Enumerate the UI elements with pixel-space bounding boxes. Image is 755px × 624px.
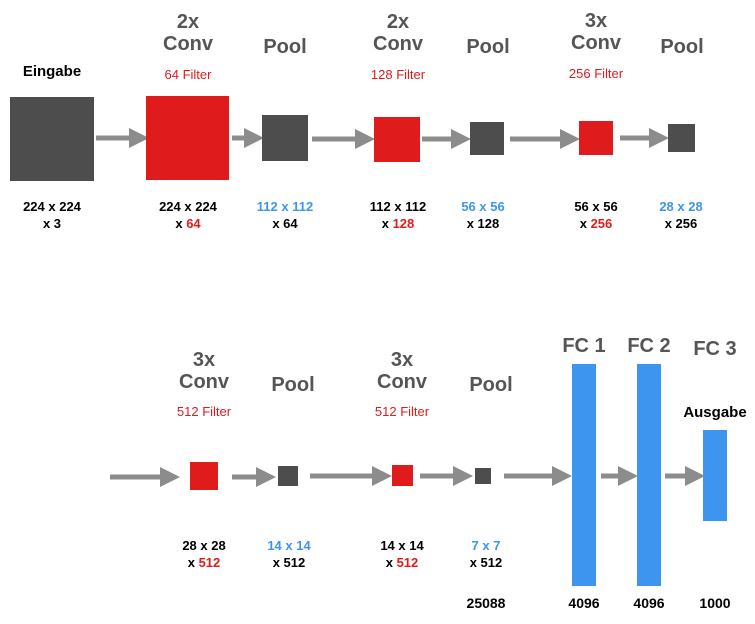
pool4-title: Pool (271, 374, 315, 396)
pool4-dims: 14 x 14 x 512 (267, 538, 311, 570)
pool3-dims: 28 x 28 x 256 (659, 199, 703, 231)
conv2-dims: 112 x 112 x 128 (369, 199, 427, 231)
conv5-filter: 512 Filter (374, 404, 430, 419)
fc3-block (703, 430, 727, 521)
conv2-filter: 128 Filter (370, 67, 426, 82)
pool5-title: Pool (469, 374, 513, 396)
pool2-dims: 56 x 56 x 128 (461, 199, 505, 231)
conv5-title: 3x Conv (377, 349, 427, 393)
conv1-block (146, 96, 229, 180)
pool1-block (262, 115, 308, 161)
fc2-block (637, 364, 661, 586)
conv5-block (392, 465, 413, 486)
conv3-title: 3x Conv (571, 10, 621, 54)
pool1-dims: 112 x 112 x 64 (256, 199, 314, 231)
pool5-flat-size: 25088 (466, 595, 506, 611)
pool3-title: Pool (660, 36, 704, 58)
conv3-filter: 256 Filter (568, 66, 624, 81)
conv1-filter: 64 Filter (164, 67, 212, 82)
input-block (10, 97, 94, 181)
pool4-block (278, 466, 298, 486)
conv2-block (374, 117, 420, 162)
pool3-block (668, 124, 695, 152)
conv4-block (190, 462, 218, 490)
conv1-title: 2x Conv (163, 11, 213, 55)
pool1-title: Pool (263, 36, 307, 58)
pool5-dims: 7 x 7 x 512 (469, 538, 503, 570)
conv4-filter: 512 Filter (176, 404, 232, 419)
fc2-size: 4096 (633, 595, 665, 611)
conv3-dims: 56 x 56 x 256 (574, 199, 618, 231)
fc1-block (572, 364, 596, 586)
input-label: Eingabe (22, 63, 82, 80)
pool5-block (475, 468, 491, 484)
fc1-title: FC 1 (562, 335, 606, 357)
conv1-dims: 224 x 224 x 64 (159, 199, 217, 231)
input-dims: 224 x 224 x 3 (23, 199, 81, 231)
conv3-block (579, 121, 613, 155)
fc3-title: FC 3 (693, 338, 737, 360)
fc2-title: FC 2 (627, 335, 671, 357)
output-label: Ausgabe (683, 404, 747, 421)
conv2-title: 2x Conv (373, 11, 423, 55)
fc3-size: 1000 (699, 595, 731, 611)
conv4-dims: 28 x 28 x 512 (182, 538, 226, 570)
pool2-title: Pool (466, 36, 510, 58)
conv4-title: 3x Conv (179, 349, 229, 393)
pool2-block (470, 122, 504, 155)
fc1-size: 4096 (568, 595, 600, 611)
conv5-dims: 14 x 14 x 512 (380, 538, 424, 570)
